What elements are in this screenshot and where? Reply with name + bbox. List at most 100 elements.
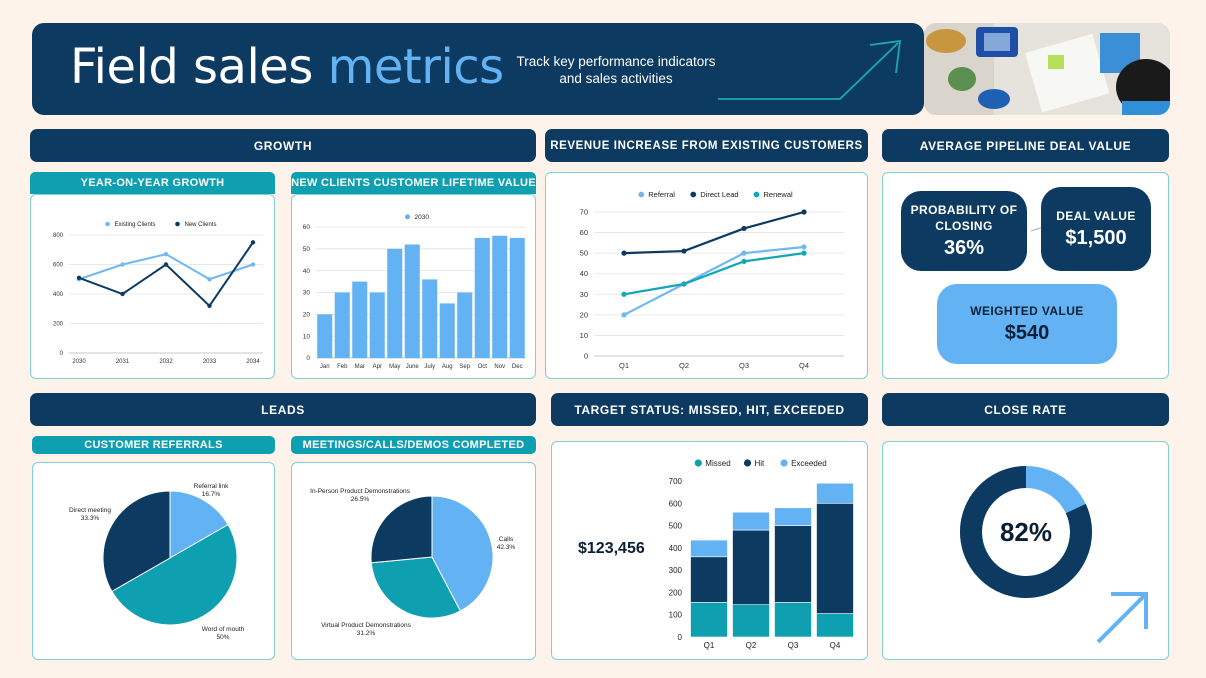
probability-label: PROBABILITY OF CLOSING (910, 203, 1018, 233)
x-tick-label: Q3 (788, 641, 799, 650)
leads-header: LEADS (30, 393, 536, 426)
slice-label: In-Person Product Demonstrations (310, 488, 410, 495)
meetings-card: Calls 42.3% Virtual Product Demonstrations… (291, 462, 536, 660)
legend-marker (405, 214, 410, 220)
slice-percent: 33.3% (81, 515, 100, 522)
diagonal-arrow-icon (1096, 592, 1148, 644)
y-tick-label: 0 (60, 351, 64, 357)
clv-card: 0 10 20 30 40 50 60 2030 Jan Feb Mar Apr May June July… (291, 194, 536, 379)
deal-value-bubble: DEAL VALUE $1,500 (1041, 187, 1151, 271)
header-banner: Field sales metrics Track key performanc… (32, 23, 924, 115)
x-tick-label: 2030 (72, 359, 86, 365)
y-tick-label: 10 (303, 333, 311, 340)
legend-label: Exceeded (791, 459, 827, 468)
legend-label: Renewal (764, 190, 794, 199)
stacked-bar-segment (690, 602, 728, 638)
x-tick-label: Q4 (830, 641, 841, 650)
weighted-value-amount: $540 (1004, 322, 1050, 344)
bar (422, 279, 438, 358)
target-card: $123,456 0 100 200 300 400 500 600 700 Missed Hit… (551, 441, 868, 660)
stacked-bar-segment (774, 602, 812, 638)
slice-label: Calls (499, 536, 514, 543)
legend-label: Existing Clients (115, 222, 156, 228)
y-tick-label: 0 (678, 633, 683, 642)
referrals-card: Referral link 16.7% Word of mouth 50% Direct… (32, 462, 275, 660)
series-line (623, 245, 805, 316)
clv-subheader: NEW CLIENTS CUSTOMER LIFETIME VALUE (291, 172, 536, 194)
x-tick-label: 2034 (246, 359, 260, 365)
series-line (623, 252, 805, 296)
slice-label: Virtual Product Demonstrations (321, 622, 412, 629)
close-rate-value: 82% (1000, 517, 1052, 547)
y-tick-label: 30 (303, 290, 311, 297)
x-tick-label: Jan (320, 364, 330, 370)
data-point (741, 250, 747, 256)
y-tick-label: 60 (580, 228, 588, 237)
stacked-bar-segment (690, 556, 728, 603)
bar (317, 314, 333, 358)
data-point (801, 250, 807, 256)
pipeline-card: PROBABILITY OF CLOSING 36% DEAL VALUE $1… (882, 172, 1169, 379)
x-tick-label: Q1 (704, 641, 715, 650)
legend-label: Hit (755, 459, 766, 468)
legend-label: 2030 (415, 214, 430, 221)
y-tick-label: 70 (580, 208, 588, 217)
y-tick-label: 40 (303, 268, 311, 275)
y-tick-label: 400 (669, 544, 683, 553)
x-tick-label: Apr (373, 364, 382, 370)
data-point (681, 281, 687, 287)
stacked-bar-segment (816, 482, 854, 504)
x-tick-label: Mar (355, 364, 365, 370)
data-point (621, 250, 627, 256)
stacked-bar-segment (816, 613, 854, 638)
pipeline-header: AVERAGE PIPELINE DEAL VALUE (882, 129, 1169, 162)
weighted-value-label: WEIGHTED VALUE (970, 304, 1084, 318)
target-chart: 0 100 200 300 400 500 600 700 Missed Hit Exceeded Q… (669, 459, 854, 650)
x-tick-label: Q1 (619, 361, 629, 370)
data-point (741, 225, 747, 232)
slice-percent: 31.2% (357, 630, 376, 637)
data-point (801, 209, 807, 215)
series-line (78, 253, 254, 281)
legend-marker (690, 191, 697, 198)
y-tick-label: 60 (303, 224, 311, 231)
page-title: Field sales metrics (70, 39, 504, 95)
data-point (801, 244, 807, 250)
legend-label: New Clients (185, 222, 217, 228)
y-tick-label: 600 (53, 263, 64, 269)
x-tick-label: 2033 (203, 359, 217, 365)
probability-value: 36% (943, 237, 985, 259)
x-tick-label: Sep (459, 364, 470, 370)
x-tick-label: Nov (494, 364, 505, 370)
pie-slice (111, 523, 238, 626)
deal-value-amount: $1,500 (1065, 227, 1127, 249)
bar (334, 292, 350, 358)
x-tick-label: Aug (442, 364, 453, 370)
stacked-bar-segment (690, 539, 728, 558)
pie-slice (102, 490, 171, 593)
probability-bubble: PROBABILITY OF CLOSING 36% (901, 191, 1027, 271)
stacked-bar-segment (732, 604, 770, 638)
stacked-bar-segment (774, 507, 812, 526)
stacked-bar-segment (774, 525, 812, 603)
bar (439, 303, 455, 358)
x-tick-label: Oct (478, 364, 488, 370)
y-tick-label: 10 (580, 331, 588, 340)
data-point (163, 251, 169, 257)
data-point (681, 248, 687, 254)
x-tick-label: Feb (337, 364, 348, 370)
legend-label: Direct Lead (700, 190, 738, 199)
revenue-chart: 0 10 20 30 40 50 60 70 Referral Direct Lead Renewa… (580, 190, 844, 370)
y-tick-label: 50 (580, 249, 588, 258)
y-tick-label: 800 (53, 233, 64, 239)
office-desk-photo (924, 23, 1170, 115)
page-subtitle: Track key performance indicators and sal… (516, 54, 716, 86)
data-point (207, 303, 212, 308)
target-header: TARGET STATUS: MISSED, HIT, EXCEEDED (551, 393, 868, 426)
title-part-1: Field sales (70, 39, 313, 95)
data-point (163, 262, 169, 267)
close-header: CLOSE RATE (882, 393, 1169, 426)
pie-slice (370, 556, 462, 619)
